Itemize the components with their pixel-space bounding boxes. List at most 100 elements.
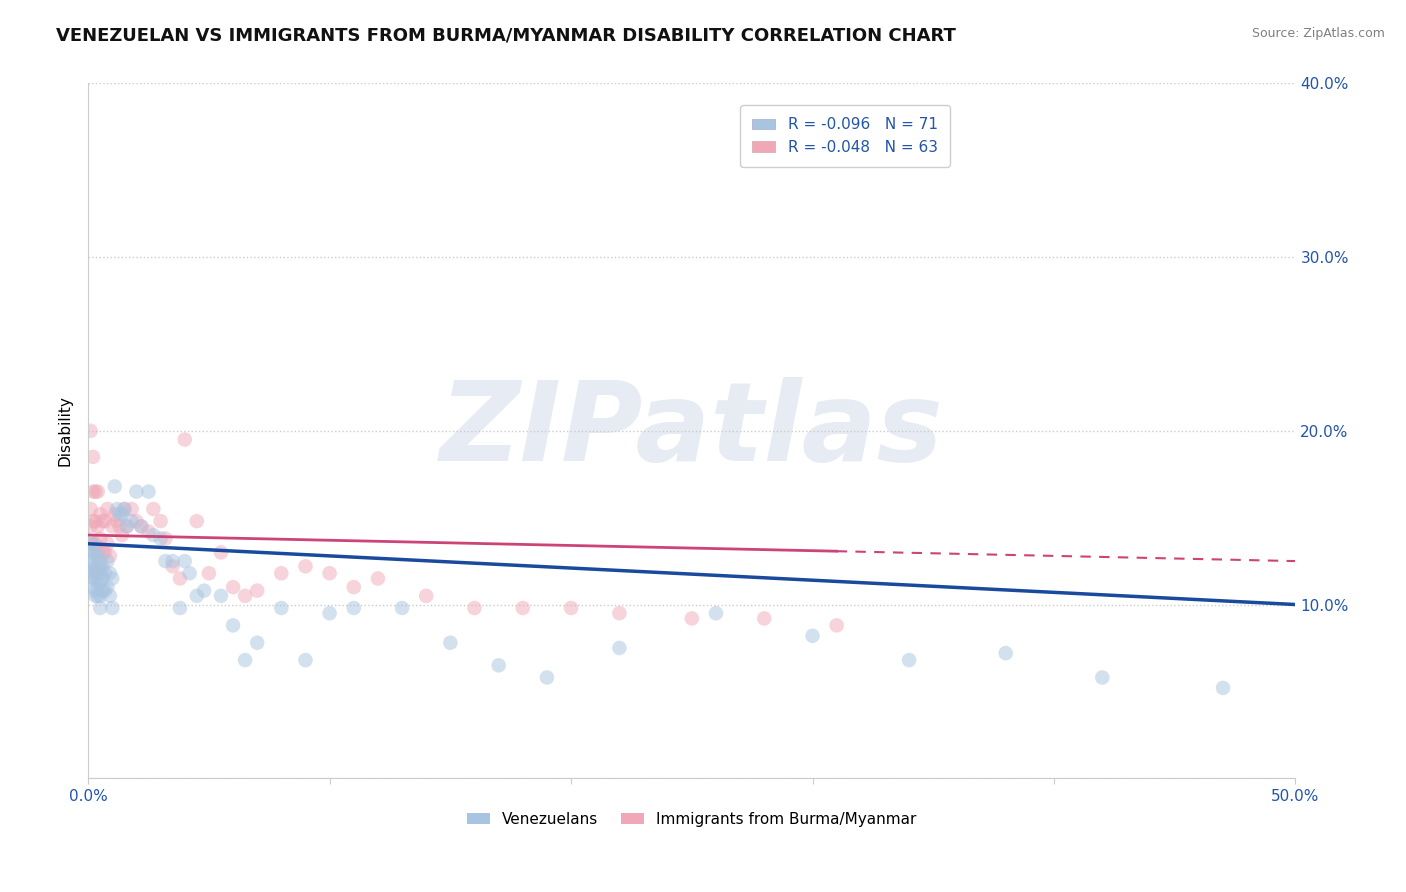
Point [318,606,340,620]
Point [179,566,201,581]
Point [82,514,104,528]
Point [87,563,110,577]
Point [149,532,172,546]
Point [169,601,191,615]
Point [87,519,110,533]
Point [111,507,134,521]
Point [209,545,232,559]
Point [704,606,727,620]
Point [89,554,111,568]
Point [84,537,107,551]
Point [87,545,110,559]
Point [801,629,824,643]
Point [121,502,143,516]
Point [142,528,165,542]
Point [367,572,389,586]
Point [233,653,256,667]
Point [91,572,114,586]
Point [294,559,316,574]
Point [560,601,582,615]
Point [96,580,118,594]
Point [162,554,184,568]
Point [246,583,269,598]
Point [138,484,160,499]
Point [108,507,131,521]
Point [439,636,461,650]
Point [125,484,148,499]
Point [186,514,208,528]
Point [222,618,245,632]
Point [79,545,101,559]
Point [79,566,101,581]
Point [87,484,110,499]
Point [173,554,195,568]
Point [82,580,104,594]
Y-axis label: Disability: Disability [58,395,72,467]
Point [91,514,114,528]
Point [108,519,131,533]
Point [84,572,107,586]
Point [101,572,124,586]
Point [89,559,111,574]
Point [82,450,104,464]
Point [104,479,127,493]
Point [96,502,118,516]
Point [898,653,921,667]
Point [79,554,101,568]
Point [233,589,256,603]
Point [222,580,245,594]
Point [84,484,107,499]
Point [91,559,114,574]
Point [98,589,121,603]
Point [101,519,124,533]
Point [98,566,121,581]
Point [82,572,104,586]
Point [681,611,703,625]
Point [89,601,111,615]
Point [609,640,631,655]
Point [94,583,117,598]
Point [169,572,191,586]
Point [1091,671,1114,685]
Point [87,549,110,563]
Point [84,589,107,603]
Point [94,566,117,581]
Point [391,601,413,615]
Point [84,514,107,528]
Point [89,589,111,603]
Point [87,576,110,591]
Point [142,502,165,516]
Point [318,566,340,581]
Point [246,636,269,650]
Point [609,606,631,620]
Point [89,532,111,546]
Point [121,514,143,528]
Point [270,601,292,615]
Point [79,537,101,551]
Point [112,502,135,516]
Point [87,589,110,603]
Legend: Venezuelans, Immigrants from Burma/Myanmar: Venezuelans, Immigrants from Burma/Myanm… [461,805,922,833]
Point [79,502,101,516]
Point [82,549,104,563]
Point [270,566,292,581]
Point [125,514,148,528]
Point [82,484,104,499]
Point [82,537,104,551]
Point [82,563,104,577]
Point [343,580,366,594]
Point [294,653,316,667]
Point [79,424,101,438]
Point [173,433,195,447]
Point [87,566,110,581]
Point [129,519,152,533]
Point [105,514,128,528]
Point [82,537,104,551]
Point [1212,681,1234,695]
Point [84,559,107,574]
Point [193,583,215,598]
Point [105,502,128,516]
Point [186,589,208,603]
Point [82,563,104,577]
Point [488,658,510,673]
